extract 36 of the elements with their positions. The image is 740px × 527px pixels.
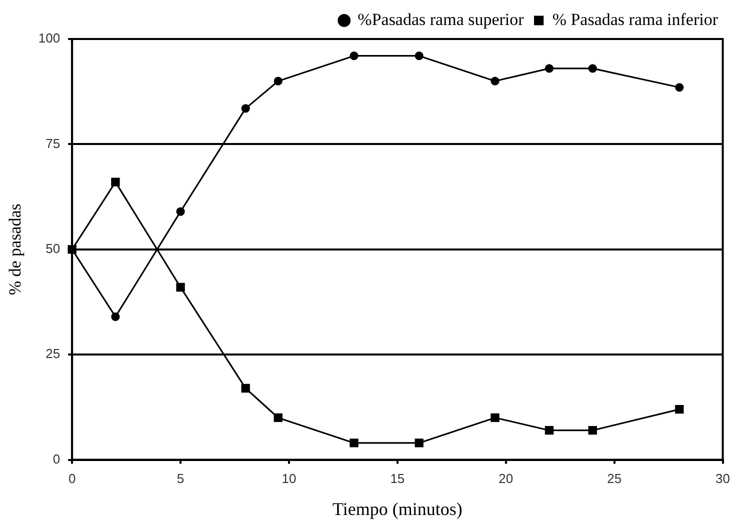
point bbox=[111, 178, 120, 186]
point bbox=[490, 76, 500, 86]
point bbox=[544, 426, 554, 435]
legend-label: %Pasadas rama superior bbox=[358, 10, 524, 29]
point bbox=[414, 438, 424, 448]
y-tick-label: 75 bbox=[46, 136, 60, 151]
y-tick-label: 100 bbox=[38, 30, 60, 46]
legend-label: % Pasadas rama inferior bbox=[552, 10, 718, 29]
y-tick-label: 0 bbox=[52, 451, 60, 466]
y-tick-label: 25 bbox=[46, 346, 60, 362]
point bbox=[274, 76, 282, 86]
point bbox=[675, 404, 684, 414]
point bbox=[350, 52, 358, 60]
y-tick-label: 50 bbox=[46, 240, 60, 256]
y-axis-title: % de pasadas bbox=[6, 204, 25, 296]
point bbox=[350, 438, 358, 448]
x-tick-label: 0 bbox=[68, 471, 76, 486]
x-tick-label: 15 bbox=[390, 471, 405, 486]
point bbox=[176, 282, 185, 292]
point bbox=[414, 52, 424, 60]
x-axis-title: Tiempo (minutos) bbox=[332, 498, 462, 519]
point bbox=[111, 312, 120, 322]
point bbox=[490, 413, 500, 422]
point bbox=[241, 104, 250, 113]
x-tick-label: 20 bbox=[498, 471, 514, 486]
x-tick-label: 5 bbox=[176, 471, 184, 486]
point bbox=[241, 384, 250, 393]
point bbox=[544, 64, 554, 73]
x-tick-label: 10 bbox=[282, 471, 296, 486]
x-tick-label: 25 bbox=[607, 471, 622, 486]
point bbox=[588, 426, 597, 435]
point bbox=[675, 83, 684, 92]
point bbox=[274, 413, 282, 422]
point bbox=[588, 64, 597, 73]
x-tick-label: 30 bbox=[716, 471, 730, 486]
point bbox=[176, 207, 185, 216]
